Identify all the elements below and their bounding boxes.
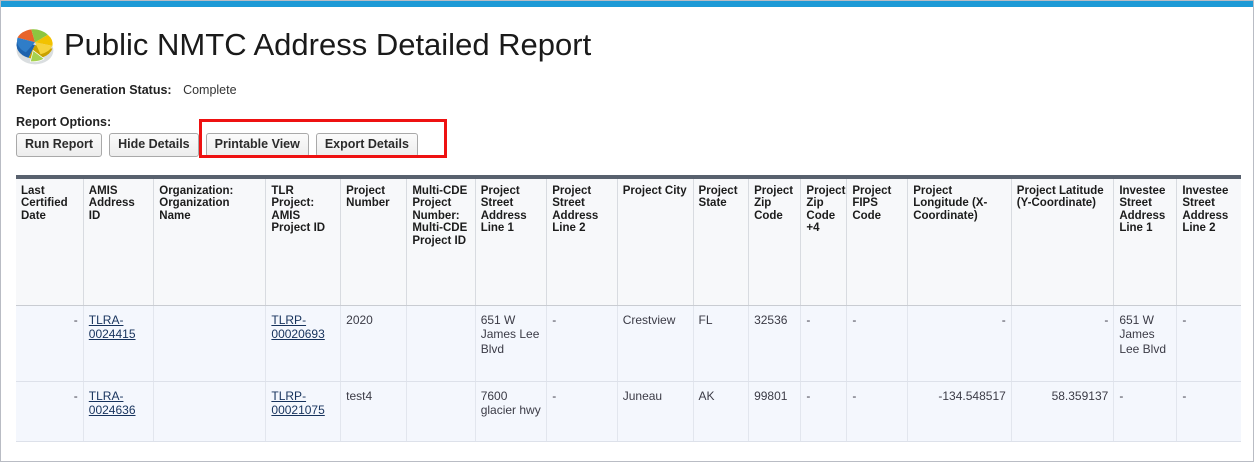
report-options-label: Report Options: [16, 115, 112, 129]
cell-tlr-project-amis-project-id: TLRP-00021075 [265, 381, 342, 442]
cell-investee-street-address-line-2: - [1176, 305, 1241, 382]
pie-chart-icon [16, 29, 54, 65]
status-label: Report Generation Status: [16, 83, 172, 97]
cell-amis-address-id: TLRA-0024636 [83, 381, 155, 442]
cell-project-number: 2020 [340, 305, 408, 382]
column-header-project-city[interactable]: Project City [617, 179, 694, 306]
cell-organization-name [153, 381, 267, 442]
column-header-amis-address-id[interactable]: AMIS Address ID [83, 179, 155, 306]
cell-project-zip-code: 99801 [748, 381, 802, 442]
cell-amis-address-id: TLRA-0024415 [83, 305, 155, 382]
column-header-tlr-project-amis-project-id[interactable]: TLR Project: AMIS Project ID [265, 179, 342, 306]
column-header-organization-name[interactable]: Organization: Organization Name [153, 179, 267, 306]
cell-project-city: Crestview [617, 305, 694, 382]
hide-details-button[interactable]: Hide Details [109, 133, 199, 157]
cell-investee-street-address-line-1: 651 W James Lee Blvd [1113, 305, 1178, 382]
page-title: Public NMTC Address Detailed Report [64, 27, 592, 62]
column-header-investee-street-address-line-1[interactable]: Investee Street Address Line 1 [1113, 179, 1178, 306]
cell-project-state: AK [693, 381, 750, 442]
cell-multi-cde-project-number [406, 305, 476, 382]
app-chrome-bar [1, 1, 1253, 7]
status-value: Complete [183, 83, 237, 97]
page-header: Public NMTC Address Detailed Report [2, 8, 1252, 68]
column-header-project-zip-code-plus-4[interactable]: Project Zip Code +4 [800, 179, 848, 306]
cell-project-street-address-line-1: 7600 glacier hwy [475, 381, 548, 442]
cell-project-state: FL [693, 305, 750, 382]
table-header-row: Last Certified Date AMIS Address ID Orga… [16, 179, 1241, 306]
amis-address-id-link[interactable]: TLRA-0024415 [88, 312, 136, 342]
page-content: Public NMTC Address Detailed Report Repo… [2, 8, 1252, 460]
cell-project-street-address-line-2: - [546, 381, 618, 442]
column-header-project-number[interactable]: Project Number [340, 179, 408, 306]
cell-project-longitude: - [907, 305, 1012, 382]
column-header-project-zip-code[interactable]: Project Zip Code [748, 179, 802, 306]
cell-project-fips-code: - [846, 305, 909, 382]
column-header-project-street-address-line-1[interactable]: Project Street Address Line 1 [475, 179, 548, 306]
column-header-multi-cde-project-number[interactable]: Multi-CDE Project Number: Multi-CDE Proj… [406, 179, 476, 306]
cell-investee-street-address-line-1: - [1113, 381, 1178, 442]
column-header-last-certified-date[interactable]: Last Certified Date [16, 179, 84, 306]
cell-project-street-address-line-1: 651 W James Lee Blvd [475, 305, 548, 382]
column-header-project-state[interactable]: Project State [693, 179, 750, 306]
table-row: - TLRA-0024636 TLRP-00021075 test4 7600 … [16, 381, 1241, 442]
cell-organization-name [153, 305, 267, 382]
cell-project-zip-code-plus-4: - [800, 381, 848, 442]
table-row: - TLRA-0024415 TLRP-00020693 2020 651 W … [16, 305, 1241, 382]
cell-project-latitude: 58.359137 [1011, 381, 1115, 442]
report-generation-status: Report Generation Status: Complete [16, 83, 1252, 97]
cell-project-number: test4 [340, 381, 408, 442]
column-header-project-fips-code[interactable]: Project FIPS Code [846, 179, 909, 306]
cell-project-city: Juneau [617, 381, 694, 442]
cell-project-zip-code: 32536 [748, 305, 802, 382]
cell-project-longitude: -134.548517 [907, 381, 1012, 442]
report-options-button-row: Run Report Hide Details Printable View E… [16, 119, 1252, 158]
cell-project-fips-code: - [846, 381, 909, 442]
column-header-project-street-address-line-2[interactable]: Project Street Address Line 2 [546, 179, 618, 306]
report-options-section: Report Options: Run Report Hide Details … [16, 115, 1252, 158]
report-table-container: Last Certified Date AMIS Address ID Orga… [16, 175, 1241, 442]
column-header-investee-street-address-line-2[interactable]: Investee Street Address Line 2 [1176, 179, 1241, 306]
cell-last-certified-date: - [16, 305, 84, 382]
cell-investee-street-address-line-2: - [1176, 381, 1241, 442]
column-header-project-longitude[interactable]: Project Longitude (X-Coordinate) [907, 179, 1012, 306]
tlr-project-id-link[interactable]: TLRP-00021075 [271, 388, 325, 418]
column-header-project-latitude[interactable]: Project Latitude (Y-Coordinate) [1011, 179, 1115, 306]
cell-project-zip-code-plus-4: - [800, 305, 848, 382]
tlr-project-id-link[interactable]: TLRP-00020693 [271, 312, 325, 342]
cell-last-certified-date: - [16, 381, 84, 442]
amis-address-id-link[interactable]: TLRA-0024636 [88, 388, 136, 418]
cell-project-street-address-line-2: - [546, 305, 618, 382]
printable-view-button[interactable]: Printable View [205, 133, 309, 157]
cell-multi-cde-project-number [406, 381, 476, 442]
export-details-button[interactable]: Export Details [315, 133, 418, 157]
cell-project-latitude: - [1011, 305, 1115, 382]
run-report-button[interactable]: Run Report [16, 133, 103, 157]
cell-tlr-project-amis-project-id: TLRP-00020693 [265, 305, 342, 382]
report-table: Last Certified Date AMIS Address ID Orga… [16, 179, 1241, 442]
